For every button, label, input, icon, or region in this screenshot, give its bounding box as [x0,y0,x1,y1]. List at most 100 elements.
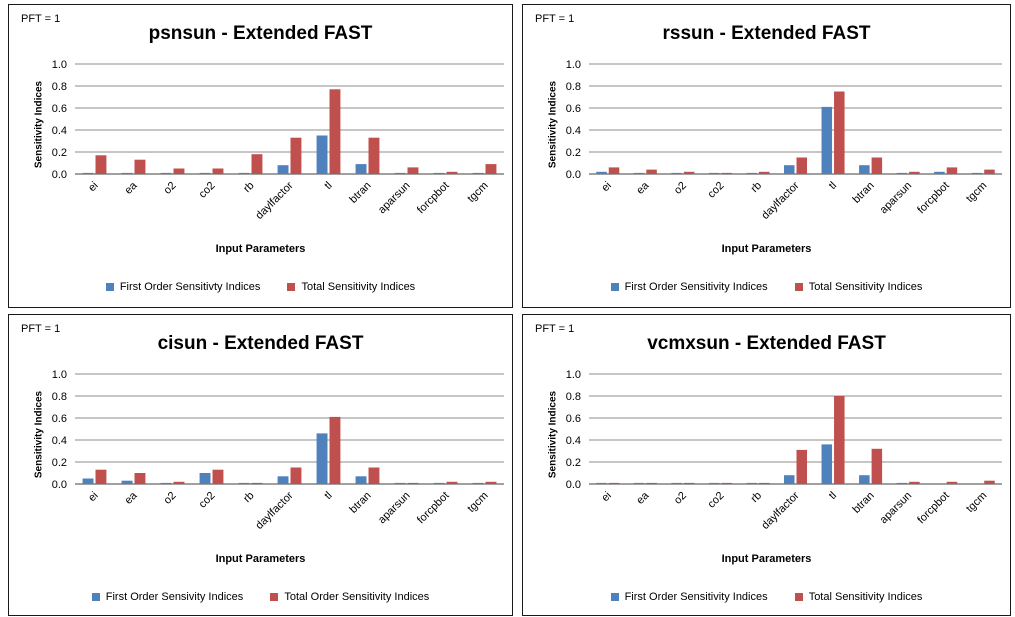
legend-item-first-order: First Order Sensitivty Indices [105,281,261,293]
bar-total [407,167,419,174]
x-tick-label: co2 [705,490,726,511]
y-tick-label: 1.0 [52,59,67,71]
bar-total [173,481,185,484]
bar-total [871,448,883,484]
bar-total [134,159,146,174]
x-tick-label: rb [749,490,764,505]
bar-total [407,482,419,484]
x-tick-label: o2 [161,180,178,197]
bar-total [834,396,845,484]
x-tick-label: ei [86,490,101,505]
x-tick-label: tgcm [964,490,989,515]
bar-total [290,137,302,174]
y-tick-label: 1.0 [52,369,67,381]
bar-first-order [199,473,211,484]
bar-total [251,482,263,484]
bar-first-order [821,106,833,174]
bar-first-order [199,172,211,174]
chart-panel-vcmxsun: PFT = 1 vcmxsun - Extended FAST Sensitiv… [522,314,1011,616]
y-tick-label: 0.0 [52,479,67,491]
bar-total [173,168,185,174]
bar-first-order [121,480,133,484]
bar-first-order [277,476,289,484]
bar-total [721,172,732,174]
y-tick-label: 0.6 [566,103,581,115]
x-tick-label: ei [599,490,614,505]
legend-swatch-first [610,283,619,291]
bar-total [646,482,657,484]
bar-total [608,482,620,484]
legend-label-total: Total Sensitivity Indices [301,281,416,293]
bar-total [368,137,380,174]
legend: First Order Sensitivity Indices Total Se… [523,591,1010,604]
bar-first-order [859,165,870,174]
x-tick-label: ei [86,180,101,195]
legend-item-total: Total Sensitivity Indices [287,281,415,293]
legend-label-first: First Order Sensitivty Indices [119,281,261,293]
x-axis-label: Input Parameters [721,243,812,255]
x-tick-label: btran [850,180,876,206]
x-tick-label: daylfactor [759,489,801,531]
bar-total [212,168,224,174]
legend-swatch-first [105,283,114,291]
bar-first-order [708,172,720,174]
y-tick-label: 0.2 [52,147,67,159]
x-tick-label: rb [241,490,256,505]
y-tick-label: 1.0 [566,369,581,381]
x-tick-label: btran [347,490,373,516]
legend-label-first: First Order Sensitivity Indices [624,591,768,603]
legend-item-total: Total Sensitivity Indices [794,591,923,603]
y-tick-label: 0.4 [566,435,581,447]
x-tick-label: aparsun [878,180,915,217]
bar-total [946,481,958,484]
chart-panel-rssun: PFT = 1 rssun - Extended FAST Sensitivit… [522,4,1011,308]
legend: First Order Sensivity Indices Total Orde… [9,591,512,604]
bar-first-order [783,165,795,174]
y-tick-label: 0.4 [566,125,581,137]
pft-label: PFT = 1 [21,323,61,335]
bar-first-order [238,172,250,174]
legend-label-first: First Order Sensitivity Indices [624,281,768,293]
bar-first-order [121,172,133,174]
x-tick-label: co2 [705,180,726,201]
legend-label-total: Total Sensitivity Indices [808,591,923,603]
y-tick-label: 0.8 [52,391,67,403]
bar-total [608,167,620,174]
x-tick-label: tgcm [465,490,490,515]
bar-first-order [238,482,250,484]
bar-first-order [633,482,645,484]
bar-first-order [82,478,94,484]
y-tick-label: 0.8 [566,391,581,403]
x-tick-label: ea [122,179,140,197]
bar-total [909,171,920,174]
legend-label-total: Total Order Sensitivity Indices [284,591,430,603]
y-tick-label: 0.6 [566,413,581,425]
x-tick-label: o2 [161,490,178,507]
bar-first-order [316,433,328,484]
x-tick-label: o2 [672,180,689,197]
x-tick-label: ea [634,489,652,507]
bar-total [758,482,770,484]
y-tick-label: 0.4 [52,125,67,137]
bar-total [758,171,770,174]
bar-first-order [394,482,406,484]
bar-first-order [596,171,607,174]
legend-swatch-total [287,283,296,291]
x-tick-label: tl [322,490,334,502]
bar-first-order [633,172,645,174]
y-tick-label: 0.0 [52,169,67,181]
x-tick-label: forcpbot [415,490,452,527]
chart-panel-psnsun: PFT = 1 psnsun - Extended FAST Sensitivi… [8,4,513,308]
bar-total [95,155,107,174]
bar-first-order [746,482,757,484]
bar-first-order [896,482,908,484]
bar-total [683,171,695,174]
bar-first-order [971,172,983,174]
chart-panel-cisun: PFT = 1 cisun - Extended FAST Sensitivit… [8,314,513,616]
bar-total [134,473,146,484]
y-tick-label: 0.0 [566,169,581,181]
legend: First Order Sensitivty Indices Total Sen… [9,281,512,294]
